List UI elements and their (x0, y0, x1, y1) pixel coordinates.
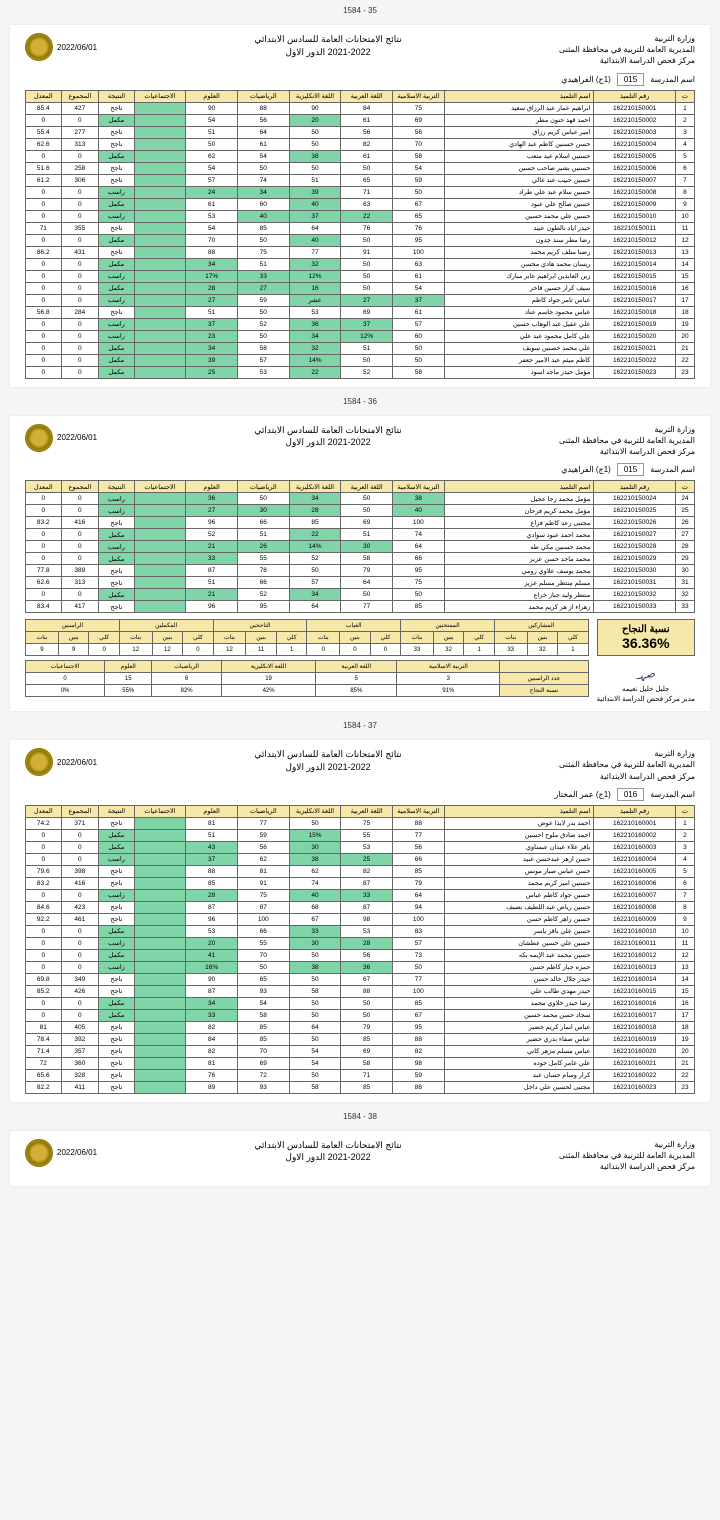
results-table-2: ترقم التلميذاسم التلميذالتربية الاسلامية… (25, 480, 695, 613)
table-row: 17162210160017سجاد حسن محمد حسين67505058… (26, 1009, 695, 1021)
table-row: 1162210150001ابراهيم عمار عبد الرزاق سعي… (26, 102, 695, 114)
table-row: 20162210150020علي كامل محمود عبد علي6012… (26, 330, 695, 342)
table-row: 12162210150012رضا مطر سند جدون9550405070… (26, 234, 695, 246)
table-row: 12162210160012حسين محمد عبد الإيمه بكه73… (26, 949, 695, 961)
table-row: 5162210160005حسن عباس صبار مونس858262818… (26, 865, 695, 877)
table-row: 27162210150027محمد احمد عبود سوادي745122… (26, 529, 695, 541)
page-number: 36 - 1584 (0, 391, 720, 412)
table-row: 31162210150031مسلم منتظر مسلم عزيز756457… (26, 577, 695, 589)
table-row: 4162210160004حسن ازهر عبدحسن عبيد6625386… (26, 853, 695, 865)
table-row: 5162210150005حسنين اسلام عبد متعب5861385… (26, 150, 695, 162)
results-table-3: ترقم التلميذاسم التلميذالتربية الاسلامية… (25, 805, 695, 1094)
table-row: 8162210150008حسين سلام عبد علي طراد50713… (26, 186, 695, 198)
table-row: 20162210160020عباس مسلم مزهر كاني8269547… (26, 1045, 695, 1057)
summary-table: المشاركينالممتحنينالغيابالناجحينالمكملين… (25, 619, 589, 656)
table-row: 11162210150011حيدر اياد نالطون عبيد76766… (26, 222, 695, 234)
logo-icon (25, 424, 53, 452)
table-row: 14162210160014حيدر جلال خالد حسن77675065… (26, 973, 695, 985)
signature-block: صہـ جليل خليل نعيمه مدير مركز فحص الدراس… (597, 664, 695, 703)
table-row: 24162210150024مؤمل محمد رجا عجيل38503450… (26, 493, 695, 505)
table-row: 25162210150025مؤمل محمد كريم فرحان405028… (26, 505, 695, 517)
table-row: 19162210160019عباس صفاء بدري حضير8885508… (26, 1033, 695, 1045)
center: مركز فحص الدراسة الابتدائية (559, 55, 695, 66)
table-row: 2162210160002احمد صادق ملوح احسين775515%… (26, 829, 695, 841)
table-row: 10162210150010حسين علي محمد حسين65223740… (26, 210, 695, 222)
page-number: 38 - 1584 (0, 1106, 720, 1127)
subject-summary-table: التربية الاسلاميةاللغة العربيةاللغة الان… (25, 660, 589, 697)
logo-icon (25, 33, 53, 61)
table-row: 17162210150017عباس ثامر جواد كاظم3727عشر… (26, 294, 695, 306)
table-row: 28162210150028محمد حسنين مكي طه643014%26… (26, 541, 695, 553)
table-row: 18162210160018عباس انمار كريم خضير957964… (26, 1021, 695, 1033)
table-row: 21162210150021علي محمد حصنين سويف5051325… (26, 342, 695, 354)
table-row: 16162210160016رضا حيدر خلاوي محمد8550505… (26, 997, 695, 1009)
table-row: 15162210150015زين العابدين ابراهيم عابر … (26, 270, 695, 282)
table-row: 8162210160008حسين رياض عبد اللطيف نصيف94… (26, 901, 695, 913)
logo-icon (25, 1139, 53, 1167)
table-row: 13162210150013رضنا متلف كريم محمد1009177… (26, 246, 695, 258)
table-row: 4162210150004حسن حسنين كاظم عبد الهادي70… (26, 138, 695, 150)
table-row: 10162210160010حسين علي باقر ياسر83533366… (26, 925, 695, 937)
school-name: (1ج) الفراهيدي (561, 75, 611, 84)
page-number: 35 - 1584 (0, 0, 720, 21)
page-3: وزارة التربية المديرية العامة للتربية في… (10, 740, 710, 1102)
table-row: 21162210160021علي عامر كامل جوده98585469… (26, 1057, 695, 1069)
table-row: 13162210160013حمزه جبار كاظم حسن50363850… (26, 961, 695, 973)
school-code: 015 (617, 73, 644, 86)
table-row: 6162210150006حسنين بشير صاحب حسين5450505… (26, 162, 695, 174)
table-row: 22162210150022كاظم ميثم عبد الامير جعفر5… (26, 354, 695, 366)
table-row: 16162210150016سيف كرار حسين فاخر54501627… (26, 282, 695, 294)
date: 2022/06/01 (57, 43, 97, 52)
title2: 2021-2022 الدور الاول (254, 46, 401, 59)
table-row: 6162210160006حسنين امير كريم محمد7987749… (26, 877, 695, 889)
table-row: 14162210150014ريسان محمد هادي محسن635032… (26, 258, 695, 270)
school-label: اسم المدرسة (650, 75, 695, 84)
table-row: 7162210160007حسين جواد كاظم عباس64334075… (26, 889, 695, 901)
table-row: 3162210160003باقر علاء عبدان عبساوي56533… (26, 841, 695, 853)
page-2: وزارة التربية المديرية العامة للتربية في… (10, 416, 710, 712)
table-row: 26162210150026مجتبى رعد كاظم فزاع1006985… (26, 517, 695, 529)
table-row: 22162210160022كرار وسام حسان عبد59715072… (26, 1069, 695, 1081)
results-table-1: ترقم التلميذاسم التلميذالتربية الاسلامية… (25, 90, 695, 379)
table-row: 29162210150029محمد ماجد حسن عزيز66585255… (26, 553, 695, 565)
page-1: وزارة التربية المديرية العامة للتربية في… (10, 25, 710, 387)
logo-icon (25, 748, 53, 776)
table-row: 33162210150033زهراء از هر كريم محمد85776… (26, 601, 695, 613)
table-row: 11162210160011حسين علي حسين عطشان5728305… (26, 937, 695, 949)
title1: نتائج الامتحانات العامة للسادس الابتدائي (254, 33, 401, 46)
table-row: 18162210150018عباس محمود جاسم عناد616953… (26, 306, 695, 318)
table-row: 19162210150019علي عقيل عبد الوهاب حسين57… (26, 318, 695, 330)
table-row: 32162210150032منتظر وليد جبار خزاع505034… (26, 589, 695, 601)
table-row: 23162210160023مجتبى لحسين علي داخل868558… (26, 1081, 695, 1093)
table-row: 1162210160001احمد بدر لايذا عوض887550778… (26, 817, 695, 829)
page-4: وزارة التربية المديرية العامة للتربية في… (10, 1131, 710, 1187)
ministry: وزارة التربية (559, 33, 695, 44)
table-row: 7162210150007حسين حبيب عبد غالي596551745… (26, 174, 695, 186)
table-row: 3162210150003امير عباس كريم رزاق56565064… (26, 126, 695, 138)
directorate: المديرية العامة للتربية في محافظة المثنى (559, 44, 695, 55)
pass-rate-box: نسبة النجاح 36.36% (597, 619, 695, 656)
table-row: 9162210150009حسين صالح علي عبود676340606… (26, 198, 695, 210)
table-row: 30162210150030محمد يوسف علاوي رومي957950… (26, 565, 695, 577)
page-number: 37 - 1584 (0, 715, 720, 736)
table-row: 2162210150002احمد فهد حنون مطر6961205654… (26, 114, 695, 126)
table-row: 23162210150023مؤمل حيدر ماجد اسود5852225… (26, 366, 695, 378)
table-row: 15162210160015حيدر مهدي طالب علي10088589… (26, 985, 695, 997)
table-row: 9162210160009حسين زاهر كاظم حسن100986710… (26, 913, 695, 925)
